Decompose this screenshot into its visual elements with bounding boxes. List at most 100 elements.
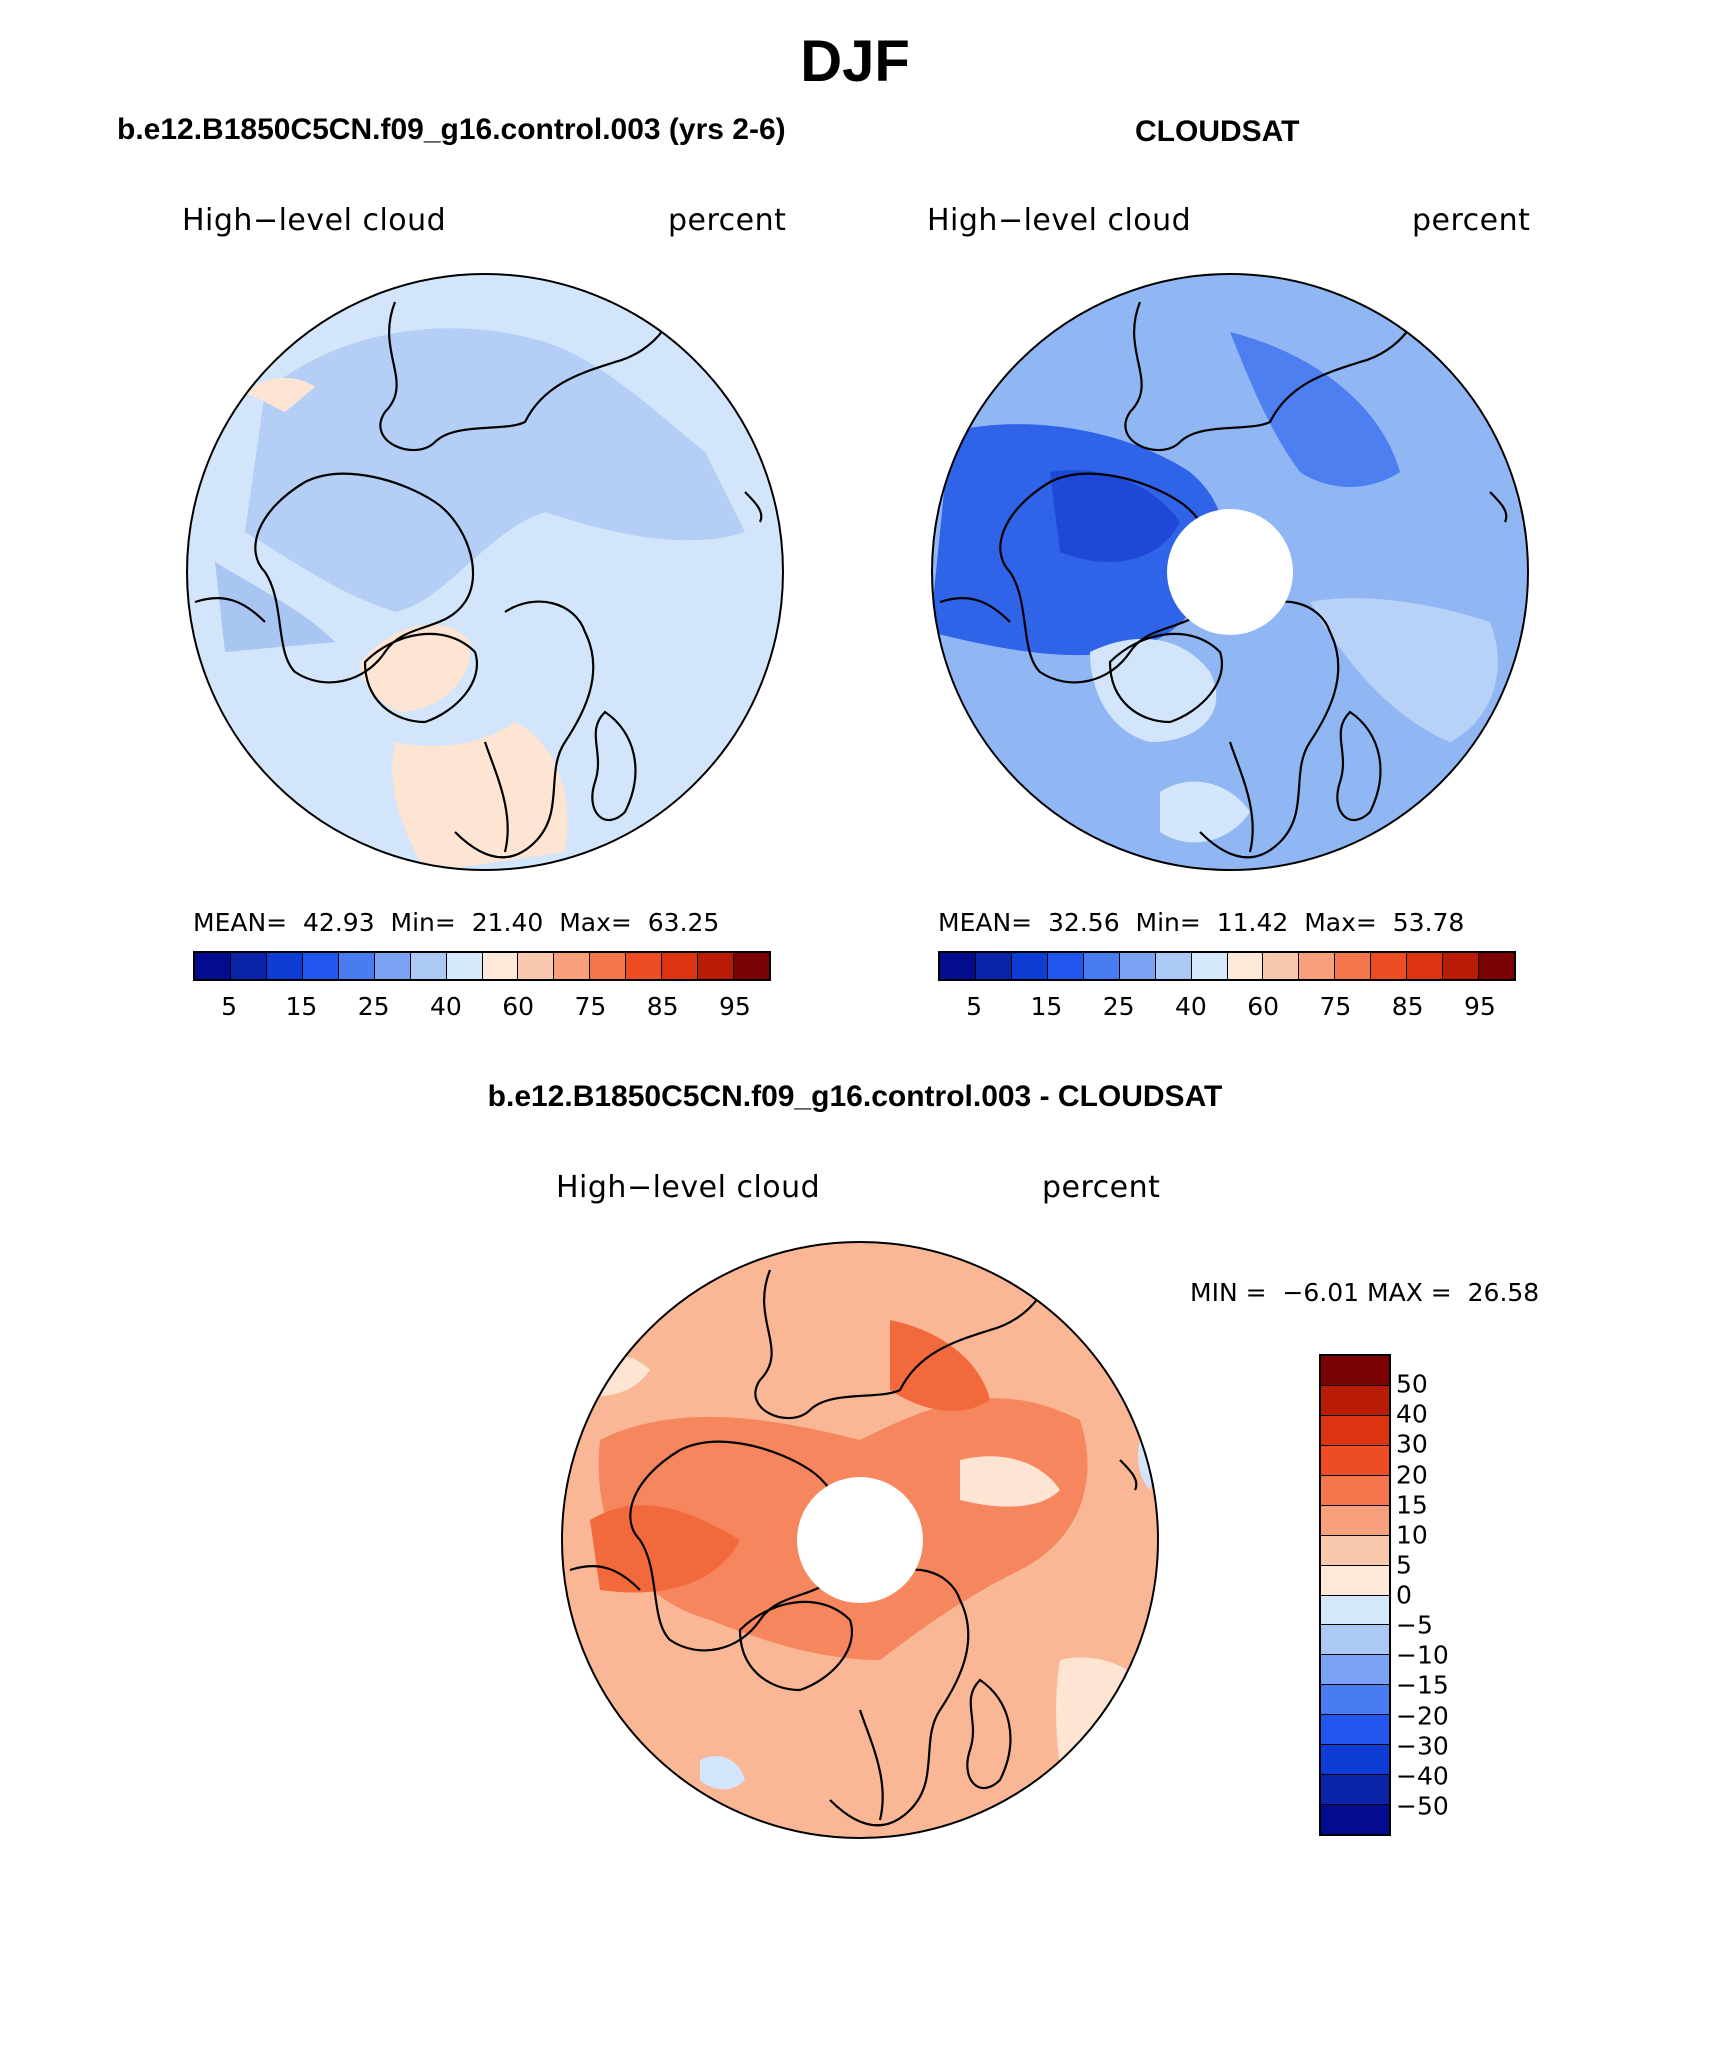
panel-3-blue-spot-s xyxy=(700,1756,745,1790)
panel-2-units-label: percent xyxy=(1412,203,1531,238)
colorbar-swatch xyxy=(302,953,339,979)
colorbar-swatch xyxy=(338,953,375,979)
colorbar-swatch xyxy=(975,953,1012,979)
panel-1-title: b.e12.B1850C5CN.f09_g16.control.003 (yrs… xyxy=(117,113,786,146)
panel-3-dark-orange-region-n xyxy=(890,1320,990,1411)
panel-1-max-value: 63.25 xyxy=(647,908,720,937)
colorbar-swatch xyxy=(1321,1685,1389,1716)
colorbar-tick-label: 75 xyxy=(1319,992,1352,1021)
panel-3-colorbar xyxy=(1319,1354,1391,1836)
colorbar-swatch xyxy=(1119,953,1156,979)
panel-1-coastlines xyxy=(194,291,763,859)
colorbar-tick-label: 60 xyxy=(502,992,535,1021)
panel-1-orange-region-europe xyxy=(392,722,568,870)
colorbar-tick-label: −20 xyxy=(1396,1701,1449,1730)
colorbar-swatch xyxy=(374,953,411,979)
panel-1-min-label: Min= xyxy=(390,908,456,937)
colorbar-swatch xyxy=(195,953,231,979)
colorbar-swatch xyxy=(1299,953,1336,979)
colorbar-tick-label: 15 xyxy=(1396,1490,1428,1520)
panel-1-max-label: Max= xyxy=(559,908,632,937)
colorbar-swatch xyxy=(518,953,555,979)
colorbar-swatch xyxy=(1321,1505,1389,1536)
colorbar-swatch xyxy=(1407,953,1444,979)
colorbar-tick-label: −50 xyxy=(1396,1791,1449,1821)
colorbar-tick-label: 15 xyxy=(285,992,318,1021)
panel-2-stats: MEAN= 32.56 Min= 11.42 Max= 53.78 xyxy=(938,908,1464,937)
colorbar-swatch xyxy=(698,953,735,979)
colorbar-tick-label: −30 xyxy=(1396,1731,1449,1761)
panel-1-min-value: 21.40 xyxy=(471,908,544,937)
colorbar-swatch xyxy=(734,953,769,979)
colorbar-tick-label: 85 xyxy=(646,992,679,1021)
colorbar-swatch xyxy=(1321,1715,1389,1746)
panel-2-min-value: 11.42 xyxy=(1216,908,1289,937)
panel-3-variable-label: High−level cloud xyxy=(556,1170,821,1205)
colorbar-tick-label: 40 xyxy=(1174,992,1207,1021)
panel-2-mean-value: 32.56 xyxy=(1048,908,1120,937)
panel-1-orange-region-greenland xyxy=(360,624,471,712)
panel-2-pole-mask xyxy=(1167,509,1293,635)
panel-3-min-label: MIN = xyxy=(1190,1278,1267,1307)
colorbar-tick-label: 75 xyxy=(574,992,607,1021)
colorbar-swatch xyxy=(626,953,663,979)
colorbar-swatch xyxy=(266,953,303,979)
panel-2-max-label: Max= xyxy=(1304,908,1377,937)
colorbar-swatch xyxy=(1321,1415,1389,1446)
panel-2-light-region-e xyxy=(1310,598,1498,742)
panel-1-mean-value: 42.93 xyxy=(303,908,375,937)
colorbar-swatch xyxy=(940,953,976,979)
panel-3-polar-map xyxy=(561,1241,1159,1839)
colorbar-swatch xyxy=(1321,1805,1389,1834)
colorbar-swatch xyxy=(230,953,267,979)
panel-1-variable-label: High−level cloud xyxy=(182,203,447,238)
colorbar-tick-label: −10 xyxy=(1396,1640,1449,1670)
panel-2-colorbar xyxy=(938,951,1516,981)
panel-2-light-region-s xyxy=(1160,781,1250,843)
panel-2-colorbar-ticks: 5 15 25 40 60 75 85 95 xyxy=(938,992,1516,1022)
panel-3-min-value: −6.01 xyxy=(1282,1278,1360,1307)
panel-3-units-label: percent xyxy=(1042,1170,1161,1205)
panel-1-stats: MEAN= 42.93 Min= 21.40 Max= 63.25 xyxy=(193,908,719,937)
colorbar-tick-label: 95 xyxy=(718,992,751,1021)
colorbar-tick-label: 50 xyxy=(1396,1369,1428,1399)
colorbar-swatch xyxy=(1321,1625,1389,1656)
colorbar-swatch xyxy=(1479,953,1514,979)
colorbar-swatch xyxy=(1321,1565,1389,1596)
colorbar-swatch xyxy=(1155,953,1192,979)
colorbar-swatch xyxy=(446,953,483,979)
colorbar-tick-label: 60 xyxy=(1247,992,1280,1021)
colorbar-swatch xyxy=(1321,1745,1389,1776)
colorbar-tick-label: 20 xyxy=(1396,1460,1428,1489)
panel-3-pole-mask xyxy=(797,1477,923,1603)
colorbar-tick-label: 40 xyxy=(429,992,462,1021)
panel-2-title: CLOUDSAT xyxy=(1135,115,1300,148)
colorbar-swatch xyxy=(1321,1356,1389,1386)
colorbar-tick-label: −40 xyxy=(1396,1761,1449,1791)
panel-3-light-region-e xyxy=(960,1456,1060,1507)
panel-1-map-border xyxy=(186,273,784,871)
panel-2-blue-region-n xyxy=(1230,332,1400,487)
panel-1-orange-region-nw xyxy=(245,377,315,412)
panel-1-blue-region xyxy=(245,328,745,612)
colorbar-swatch xyxy=(590,953,627,979)
colorbar-tick-label: 95 xyxy=(1463,992,1496,1021)
panel-3-colorbar-ticks: 50 40 30 20 15 10 5 0 −5 −10 −15 −20 −30 −40 −50 xyxy=(1396,1354,1476,1836)
colorbar-swatch xyxy=(1321,1475,1389,1506)
panel-1-mean-label: MEAN= xyxy=(193,908,288,937)
panel-2-coastlines xyxy=(939,291,1508,859)
panel-2-darkest-blue-region xyxy=(1050,470,1180,562)
colorbar-tick-label: 25 xyxy=(357,992,390,1021)
colorbar-tick-label: 85 xyxy=(1391,992,1424,1021)
colorbar-swatch xyxy=(662,953,699,979)
colorbar-swatch xyxy=(1047,953,1084,979)
colorbar-tick-label: 25 xyxy=(1102,992,1135,1021)
panel-1-colorbar-ticks: 5 15 25 40 60 75 85 95 xyxy=(193,992,771,1022)
panel-3-map-border xyxy=(561,1241,1159,1839)
panel-2-mean-label: MEAN= xyxy=(938,908,1033,937)
colorbar-swatch xyxy=(1321,1595,1389,1626)
panel-3-blue-spot-e xyxy=(1138,1440,1152,1490)
panel-2-polar-map xyxy=(931,273,1529,871)
colorbar-swatch xyxy=(1191,953,1228,979)
panel-3-max-value: 26.58 xyxy=(1467,1278,1540,1307)
